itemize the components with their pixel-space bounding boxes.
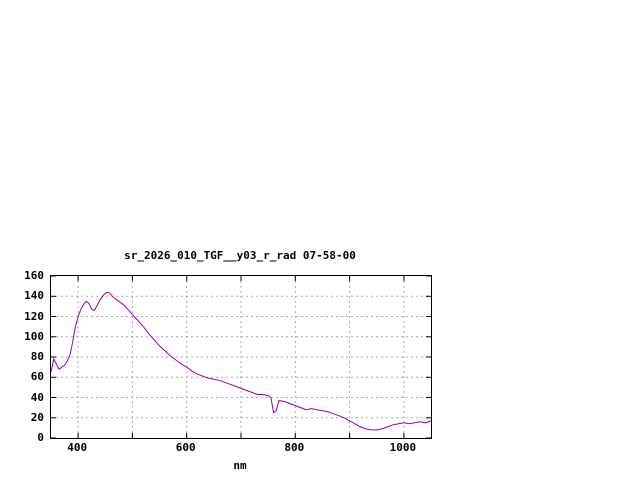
y-axis-tick-labels: 0 20 40 60 80 100 120 140 160 bbox=[0, 269, 44, 444]
x-tick-label: 600 bbox=[175, 441, 196, 454]
x-tick-label: 1000 bbox=[389, 441, 417, 454]
x-axis-label: nm bbox=[233, 459, 247, 472]
y-tick-label: 40 bbox=[30, 390, 44, 404]
y-tick-label: 160 bbox=[24, 269, 44, 282]
y-tick-label: 80 bbox=[30, 350, 44, 363]
spectral-line-plot bbox=[51, 276, 431, 438]
y-tick-label: 0 bbox=[37, 431, 44, 444]
plot-area bbox=[50, 275, 432, 439]
y-tick-label: 140 bbox=[24, 289, 44, 303]
y-tick-label: 100 bbox=[24, 329, 44, 343]
x-tick-label: 400 bbox=[67, 441, 88, 454]
chart-title: sr_2026_010_TGF__y03_r_rad 07-58-00 bbox=[124, 249, 356, 262]
y-tick-label: 60 bbox=[30, 370, 44, 384]
y-tick-label: 20 bbox=[30, 410, 44, 424]
x-tick-label: 800 bbox=[284, 441, 305, 454]
y-tick-label: 120 bbox=[24, 309, 44, 323]
x-axis-tick-labels: 400 600 800 1000 bbox=[50, 441, 432, 455]
